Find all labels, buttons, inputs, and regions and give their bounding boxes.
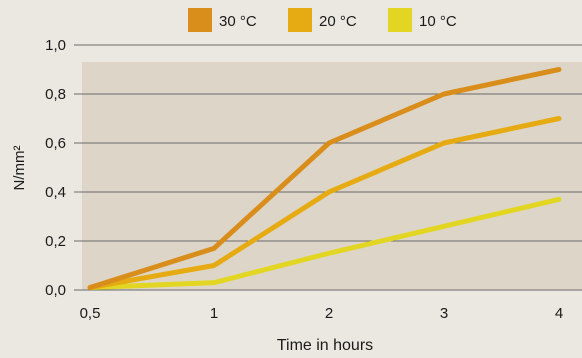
x-axis-label: Time in hours [277,337,373,354]
legend-label: 10 °C [419,13,457,30]
plot-background [82,62,582,290]
legend-swatch [388,8,412,32]
x-tick-label: 0,5 [80,305,101,322]
legend: 30 °C 20 °C 10 °C [188,8,457,32]
y-tick-label: 0,0 [45,282,66,299]
legend-label: 30 °C [219,13,257,30]
x-tick-label: 3 [440,305,448,322]
legend-swatch [188,8,212,32]
x-tick-label: 4 [555,305,563,322]
y-tick-label: 0,8 [45,86,66,103]
y-axis-tick-labels: 0,0 0,2 0,4 0,6 0,8 1,0 [45,37,66,299]
series-line-1 [87,116,562,291]
y-tick-label: 1,0 [45,37,66,54]
y-tick-label: 0,4 [45,184,66,201]
legend-label: 20 °C [319,13,357,30]
legend-swatch [288,8,312,32]
x-axis-tick-labels: 0,5 1 2 3 4 [80,305,564,322]
y-tick-label: 0,2 [45,233,66,250]
series-lines [87,67,562,291]
x-tick-label: 1 [210,305,218,322]
y-axis-label: N/mm² [11,146,28,191]
y-tick-label: 0,6 [45,135,66,152]
series-line-0 [87,67,562,291]
series-line-2 [87,196,562,291]
x-tick-label: 2 [325,305,333,322]
